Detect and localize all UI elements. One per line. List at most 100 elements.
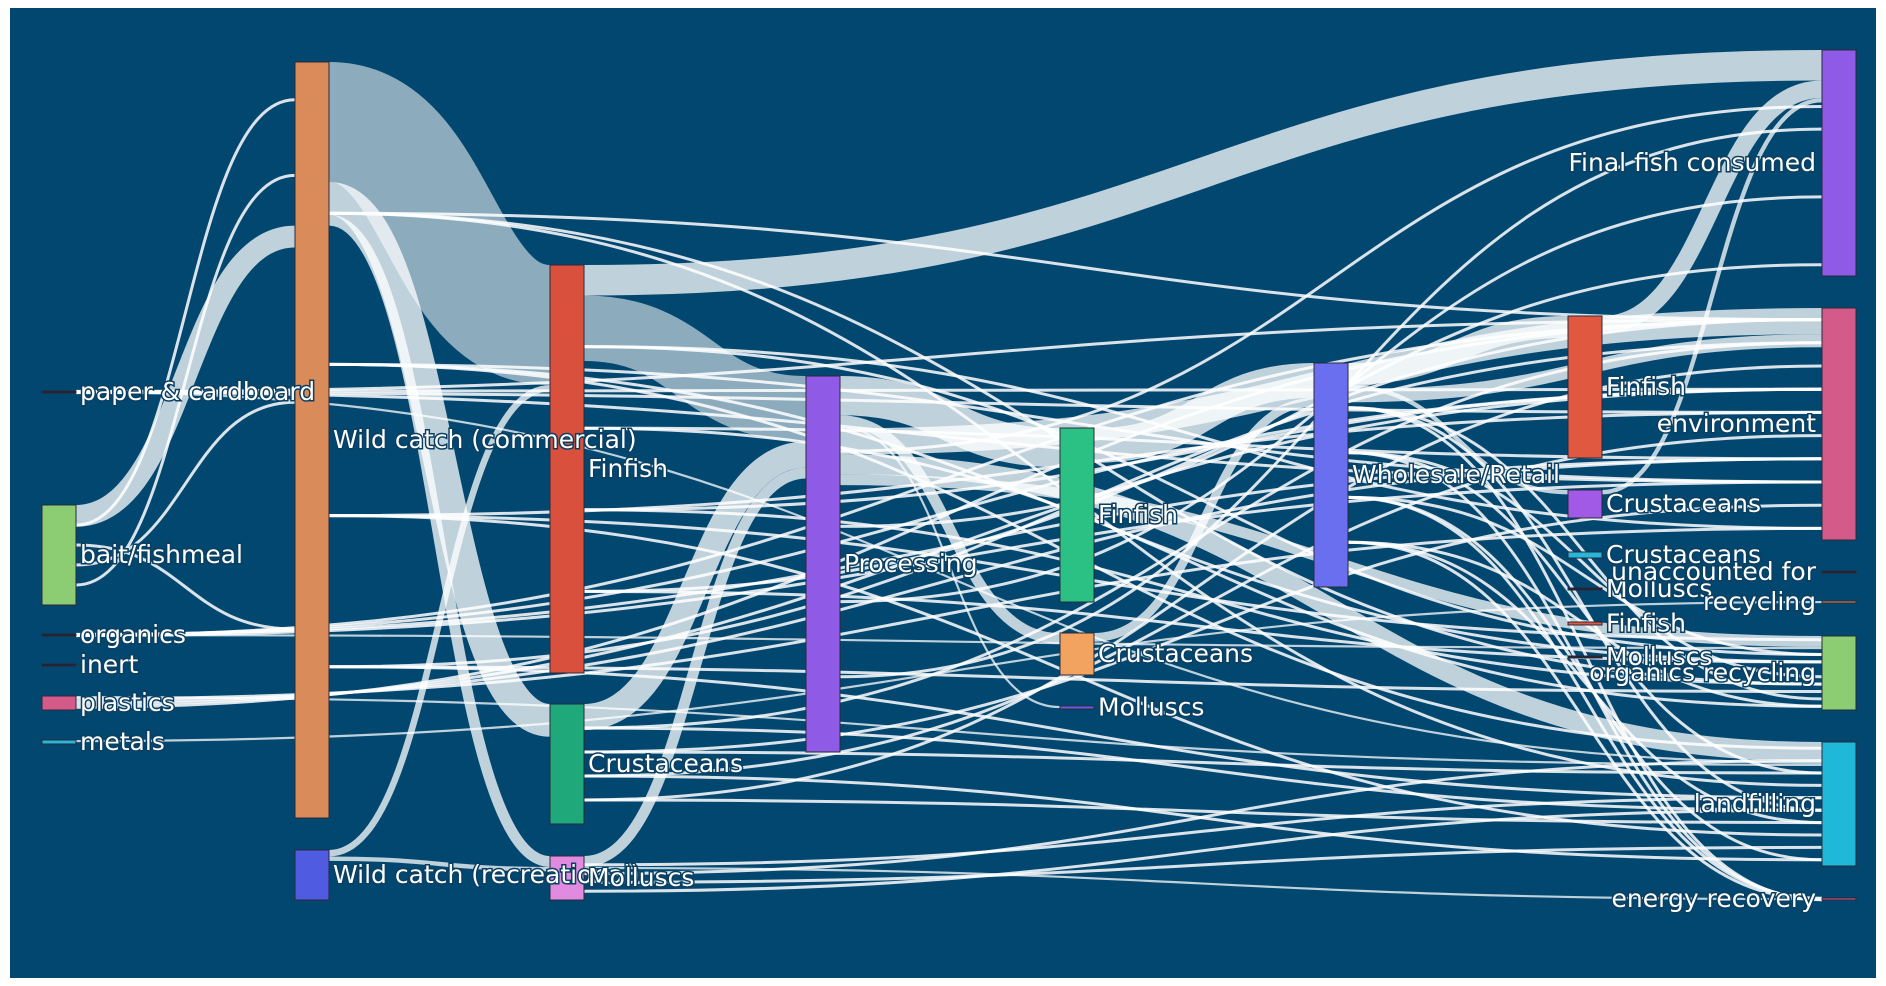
link-wild_com-to-moll1 [328,214,551,867]
node-metals[interactable] [41,739,77,745]
node-bait[interactable] [41,504,77,606]
flow-strand-crust1-landfill-2 [583,774,1823,862]
flow-strand-wholesale-orgrec-2 [1347,495,1823,656]
node-moll2[interactable] [1059,705,1095,710]
node-crust1[interactable] [549,703,585,825]
node-env[interactable] [1821,307,1857,541]
node-moll1[interactable] [549,855,585,901]
flow-strand-wild_com-env-1 [328,362,1823,484]
node-crust3[interactable] [1567,489,1603,519]
node-label-moll4: Molluscs [1606,642,1712,671]
node-moll3[interactable] [1567,587,1603,591]
flow-strand-paper-env-2 [75,390,1823,484]
node-finfish3[interactable] [1567,315,1603,459]
flow-strand-bait-wild_com-3 [75,173,296,587]
flow-strand-wholesale-energy-3 [1347,540,1823,902]
flow-strand-wholesale-landfill-0 [1347,406,1823,812]
links-layer [75,49,1823,902]
node-label-processing: Processing [844,549,978,578]
node-label-metals: metals [80,727,165,756]
node-plastics[interactable] [41,695,77,711]
node-label-crust1: Crustaceans [588,749,743,778]
flow-strand-bait-wild_com-2 [75,400,296,567]
link-paper-to-landfill [75,391,1823,764]
link-wild_rec-to-moll1 [328,856,551,872]
labels-layer: bait/fishmeal paper & cardboard organicsin… [79,147,1819,915]
flow-strand-wholesale-energy-2 [1347,495,1823,900]
flow-strand-paper-env-0 [75,387,1823,393]
node-label-moll2: Molluscs [1098,693,1204,722]
node-finfish1[interactable] [549,264,585,674]
node-label-energy: energy recovery [1612,884,1817,913]
node-finfish2[interactable] [1059,427,1095,603]
flow-strand-wild_com-landfill-3 [328,665,1823,800]
node-label-wholesale: Wholesale/Retail [1352,460,1560,489]
flow-strand-finfish1-orgrec-0 [583,345,1823,656]
flow-strand-wholesale-energy-0 [1347,406,1823,901]
node-label-organics: organics [80,620,186,649]
node-label-unacc: unaccounted for [1611,557,1817,586]
nodes-layer [41,49,1857,901]
flow-strand-organics-env-2 [75,318,1823,637]
node-label-finfish1: Finfish [588,454,668,483]
node-label-inert: inert [80,650,138,679]
node-label-wild_rec: Wild catch (recreational) [333,860,640,889]
node-recycling[interactable] [1821,600,1857,604]
node-orgrec[interactable] [1821,635,1857,711]
node-label-finfish3: Finfish [1606,372,1686,401]
node-unacc[interactable] [1821,570,1857,574]
node-label-crust3: Crustaceans [1606,489,1761,518]
node-label-recycling: recycling [1703,587,1816,616]
node-wild_rec[interactable] [294,849,330,901]
node-label-plastics: plastics [80,688,175,717]
flow-strand-bait-wild_com-0 [75,98,296,527]
node-label-moll1: Molluscs [588,863,694,892]
node-organics[interactable] [41,633,77,637]
node-label-moll3: Molluscs [1606,574,1712,603]
link-plastics-to-landfill [75,696,1823,766]
flow-strand-wholesale-landfill-3 [1347,540,1823,825]
node-processing[interactable] [805,375,841,753]
flow-strand-wholesale-orgrec-1 [1347,451,1823,679]
node-final[interactable] [1821,49,1857,277]
link-organics-to-orgrec [75,634,1823,650]
node-label-crust4: Crustaceans [1606,540,1761,569]
link-moll1-to-processing [583,467,807,867]
flow-strand-plastics-env-0 [75,526,1823,701]
node-label-crust2: Crustaceans [1098,639,1253,668]
flow-strand-plastics-env-2 [75,387,1823,706]
flow-strand-paper-env-3 [75,391,1823,414]
link-wholesale-to-finfish3 [1347,315,1569,385]
node-inert[interactable] [41,663,77,667]
link-metals-to-recycling [75,601,1823,743]
node-paper[interactable] [41,390,77,394]
node-crust2[interactable] [1059,632,1095,676]
node-label-paper: paper & cardboard [80,377,315,406]
node-energy[interactable] [1821,897,1857,901]
node-landfill[interactable] [1821,741,1857,867]
flow-strand-paper-env-1 [75,318,1823,394]
link-finfish2-to-wholesale [1093,363,1315,463]
link-wild_com-to-crust1 [326,182,553,737]
link-finfish1-to-processing [582,295,808,442]
link-crust2-to-wholesale [1093,397,1315,642]
flow-strand-processing-final-0 [839,105,1823,453]
flow-strand-crust1-landfill-3 [583,798,1823,825]
flow-strand-plastics-env-3 [75,318,1823,709]
node-label-env: environment [1657,409,1816,438]
node-label-wild_com: Wild catch (commercial) [333,425,637,454]
link-crust3-to-final [1601,98,1823,495]
flow-strand-moll1-landfill-3 [583,808,1823,893]
node-finfish4[interactable] [1567,621,1603,626]
link-moll1-to-energy [583,866,1823,901]
node-wholesale[interactable] [1313,362,1349,588]
node-wild_com[interactable] [294,61,330,819]
node-moll4[interactable] [1567,655,1603,659]
link-finfish1-to-final [583,49,1823,296]
flow-strand-crust1-landfill-1 [583,750,1823,775]
flow-strand-wholesale-landfill-1 [1347,451,1823,775]
flow-strand-wild_com-env-0 [328,211,1823,322]
node-crust4[interactable] [1567,551,1603,559]
